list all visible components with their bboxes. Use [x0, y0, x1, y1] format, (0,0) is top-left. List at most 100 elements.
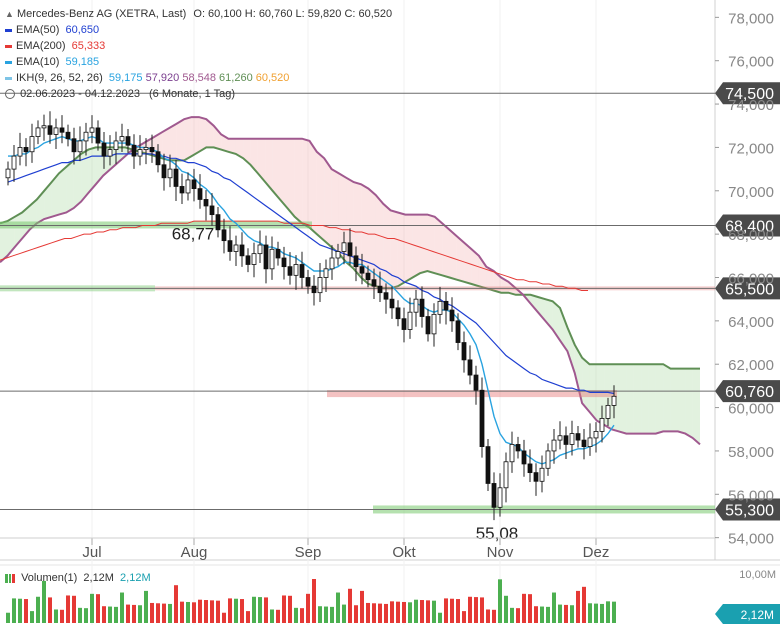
- candle-body: [287, 266, 293, 276]
- ema50-label: EMA(50): [16, 24, 60, 36]
- candle-body: [545, 450, 551, 469]
- cloud-segment: [272, 138, 280, 200]
- candle-body: [401, 318, 407, 330]
- cloud-segment: [641, 364, 649, 434]
- candle-body: [23, 147, 29, 153]
- ema200-swatch: [5, 44, 12, 48]
- legend-ema50[interactable]: EMA(50) 60,650: [5, 22, 392, 38]
- volume-bar: [60, 609, 64, 623]
- volume-bar: [342, 604, 346, 623]
- volume-bar: [330, 606, 334, 623]
- volume-bar: [216, 600, 220, 623]
- legend-ema200[interactable]: EMA(200) 65,333: [5, 38, 392, 54]
- volume-badge: [715, 604, 780, 624]
- volume-bar: [582, 586, 586, 623]
- cloud-segment: [66, 160, 74, 213]
- volume-bar: [336, 592, 340, 623]
- volume-bar: [474, 597, 478, 623]
- horizontal-levels: 74,500 68,400 65,500 60,760 55,300: [0, 82, 780, 521]
- candle-body: [581, 439, 587, 448]
- level-label: 74,500: [725, 86, 774, 103]
- volume-bar: [384, 603, 388, 623]
- volume-bar: [420, 600, 424, 623]
- cloud-segment: [633, 364, 642, 434]
- volume-bar: [426, 600, 430, 623]
- cloud-segment: [51, 173, 59, 217]
- legend-ikh[interactable]: IKH(9, 26, 52, 26) 59,175 57,920 58,548 …: [5, 70, 392, 86]
- candle-body: [569, 433, 575, 445]
- ikh-label: IKH(9, 26, 52, 26): [16, 72, 103, 84]
- volume-bar: [318, 606, 322, 623]
- candle-body: [539, 467, 545, 482]
- candle-body: [161, 164, 167, 179]
- candle-body: [305, 277, 311, 287]
- cloud-segment: [655, 364, 664, 434]
- candle-body: [209, 205, 215, 216]
- volume-bar: [168, 603, 172, 623]
- cloud-segment: [316, 151, 325, 241]
- period-range: 02.06.2023 - 04.12.2023: [20, 88, 140, 100]
- volume-bar: [600, 603, 604, 623]
- volume-bar: [594, 603, 598, 623]
- volume-bar: [402, 601, 406, 623]
- candle-body: [71, 138, 77, 153]
- candle-body: [347, 242, 353, 257]
- volume-bar: [612, 601, 616, 623]
- volume-bar: [174, 585, 178, 623]
- y-tick-label: 60,000: [728, 401, 774, 418]
- period-interval: (6 Monate, 1 Tag): [149, 88, 236, 100]
- y-tick-label: 68,000: [728, 227, 774, 244]
- candle-body: [473, 374, 479, 391]
- volume-legend: Volumen(1) 2,12M 2,12M: [5, 572, 151, 584]
- candle-body: [611, 395, 617, 406]
- volume-bar: [552, 592, 556, 623]
- candle-body: [101, 142, 107, 157]
- cloud-segment: [117, 147, 126, 163]
- volume-bar: [354, 605, 358, 623]
- chart-title: Mercedes-Benz AG (XETRA, Last): [16, 8, 187, 20]
- volume-bar: [276, 609, 280, 623]
- y-tick-label: 64,000: [728, 314, 774, 331]
- legend-ema10[interactable]: EMA(10) 59,185: [5, 54, 392, 70]
- candle-body: [227, 240, 233, 252]
- candle-body: [371, 279, 377, 287]
- cloud-segment: [176, 119, 185, 161]
- volume-value-2: 2,12M: [120, 572, 151, 584]
- candle-body: [239, 244, 245, 257]
- ikh-value-4: 61,260: [219, 72, 253, 84]
- ikh-value-5: 60,520: [255, 72, 290, 84]
- volume-bar: [588, 603, 592, 623]
- candle-body: [359, 266, 365, 274]
- cloud-segment: [368, 188, 376, 287]
- cloud-segment: [626, 364, 634, 434]
- candle-body: [155, 151, 161, 166]
- volume-bar: [504, 595, 508, 623]
- ikh-span-b-line: [0, 116, 701, 446]
- level-label: 60,760: [725, 384, 774, 401]
- volume-bar: [240, 599, 244, 623]
- cloud-segment: [537, 297, 546, 321]
- chevron-up-icon[interactable]: ▲: [5, 9, 14, 19]
- annotation-68-77: 68,77: [172, 224, 215, 243]
- candle-body: [323, 268, 329, 278]
- volume-bar: [306, 593, 310, 623]
- candle-body: [587, 437, 593, 448]
- volume-bar: [312, 579, 316, 623]
- volume-bar: [24, 599, 28, 623]
- volume-bar: [534, 606, 538, 623]
- candle-body: [245, 255, 251, 265]
- volume-bar: [144, 590, 148, 623]
- candle-body: [419, 298, 425, 317]
- volume-bar: [198, 599, 202, 623]
- candle-body: [593, 431, 599, 439]
- candle-body: [179, 186, 185, 194]
- candle-body: [197, 188, 203, 200]
- candle-body: [107, 149, 113, 157]
- candle-body: [407, 311, 413, 330]
- volume-bar: [378, 603, 382, 623]
- cloud-segment: [456, 236, 465, 282]
- cloud-segment: [213, 125, 222, 150]
- cloud-segment: [206, 119, 214, 148]
- volume-bar: [528, 594, 532, 623]
